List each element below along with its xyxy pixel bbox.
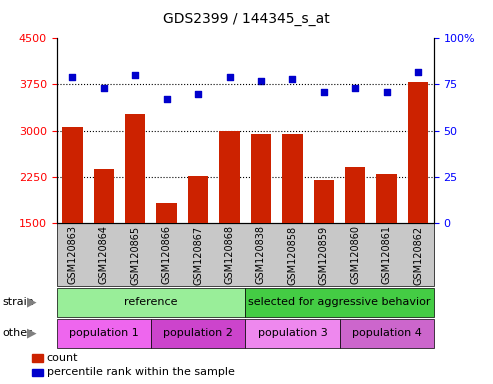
Bar: [251, 134, 271, 223]
Point: [194, 91, 202, 97]
Text: count: count: [47, 353, 78, 363]
Text: ▶: ▶: [27, 327, 37, 339]
Bar: [125, 114, 145, 223]
Bar: [94, 169, 114, 223]
Point: [69, 74, 76, 80]
Bar: [156, 203, 177, 223]
Text: selected for aggressive behavior: selected for aggressive behavior: [248, 297, 431, 308]
Bar: [314, 180, 334, 223]
Text: population 3: population 3: [257, 328, 327, 338]
Bar: [345, 167, 365, 223]
Point: [226, 74, 234, 80]
Point: [320, 89, 328, 95]
Text: strain: strain: [2, 297, 35, 308]
Point: [163, 96, 171, 102]
Bar: [377, 174, 397, 223]
Point: [383, 89, 390, 95]
Bar: [282, 134, 303, 223]
Bar: [188, 176, 209, 223]
Text: percentile rank within the sample: percentile rank within the sample: [47, 367, 235, 377]
Point: [100, 85, 108, 91]
Bar: [408, 82, 428, 223]
Text: reference: reference: [124, 297, 178, 308]
Point: [288, 76, 296, 82]
Text: GDS2399 / 144345_s_at: GDS2399 / 144345_s_at: [163, 12, 330, 25]
Bar: [62, 127, 83, 223]
Text: ▶: ▶: [27, 296, 37, 309]
Point: [257, 78, 265, 84]
Text: other: other: [2, 328, 32, 338]
Point: [352, 85, 359, 91]
Point: [414, 68, 422, 74]
Text: population 4: population 4: [352, 328, 422, 338]
Point: [131, 72, 139, 78]
Text: population 1: population 1: [69, 328, 139, 338]
Text: population 2: population 2: [163, 328, 233, 338]
Bar: [219, 131, 240, 223]
